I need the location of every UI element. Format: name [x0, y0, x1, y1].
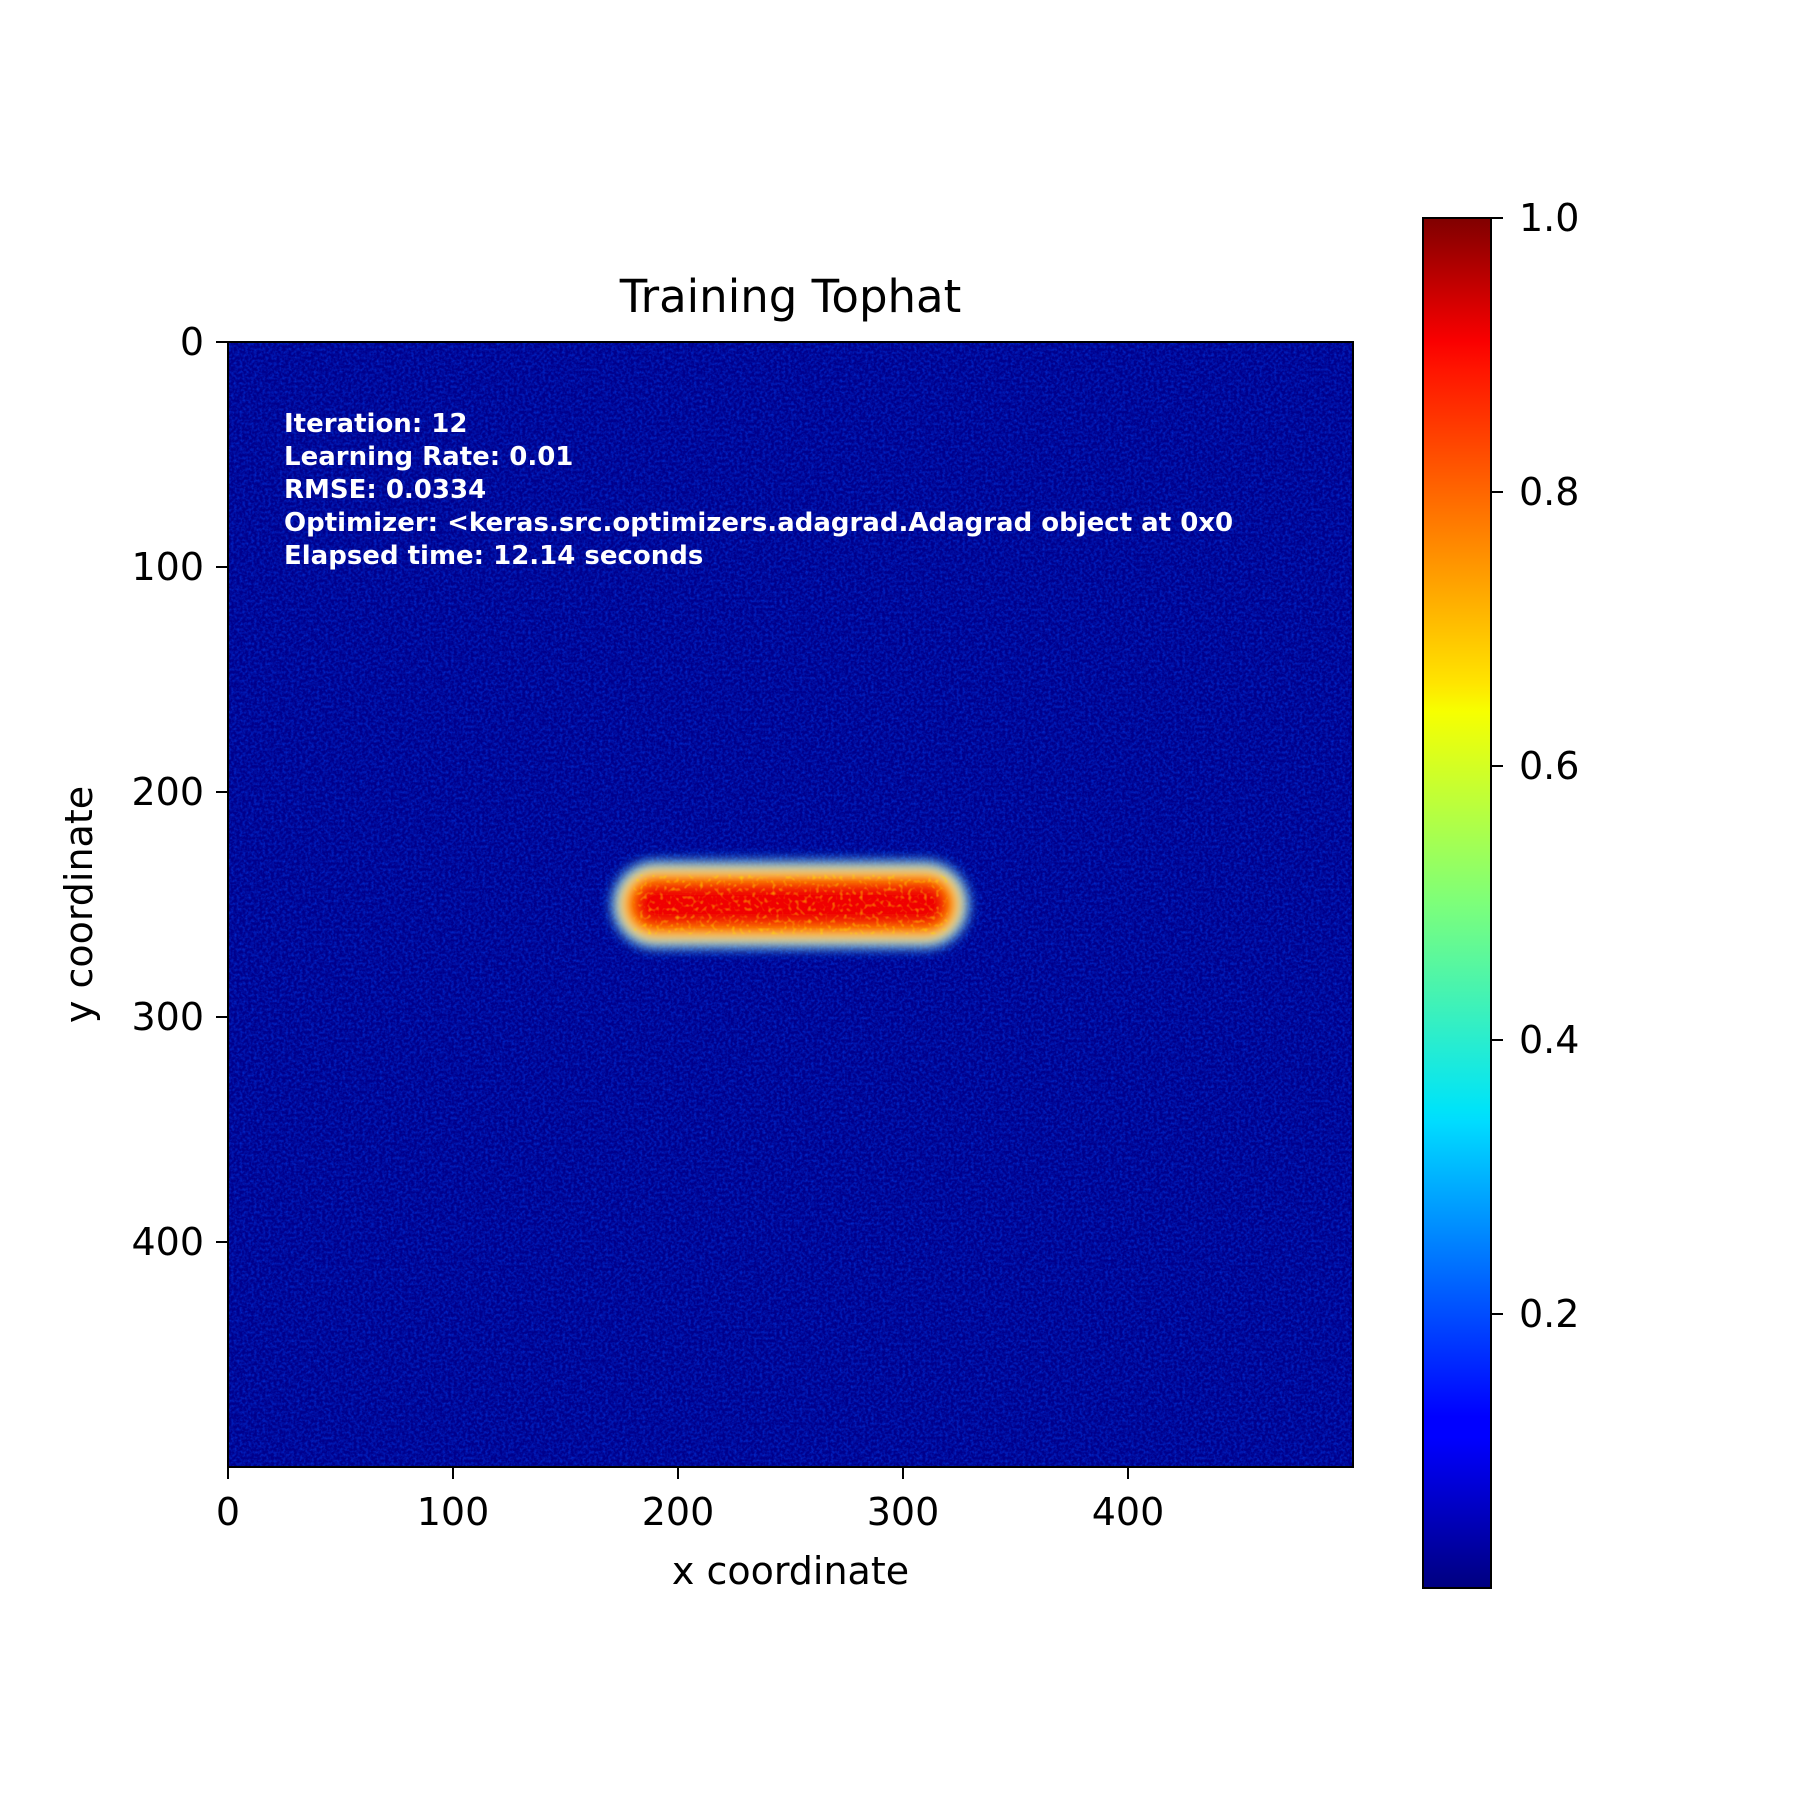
colorbar: 0.2 0.4 0.6 0.8 1.0 — [1422, 196, 1579, 1589]
y-tick-label: 200 — [131, 770, 204, 814]
x-tick-label: 200 — [642, 1490, 715, 1534]
colorbar-gradient — [1422, 217, 1492, 1589]
y-axis-label: y coordinate — [57, 786, 101, 1023]
y-tick-label: 300 — [131, 995, 204, 1039]
colorbar-tick-label: 0.4 — [1519, 1018, 1579, 1062]
x-axis: 0 100 200 300 400 — [216, 1467, 1164, 1534]
y-tick-label: 0 — [180, 320, 204, 364]
x-tick-label: 100 — [417, 1490, 490, 1534]
annotation-line: RMSE: 0.0334 — [284, 475, 486, 505]
colorbar-tick-label: 1.0 — [1519, 196, 1579, 240]
x-tick-label: 0 — [216, 1490, 240, 1534]
colorbar-ticks: 0.2 0.4 0.6 0.8 1.0 — [1491, 196, 1579, 1336]
annotation-line: Iteration: 12 — [284, 409, 467, 439]
x-tick-label: 400 — [1092, 1490, 1165, 1534]
y-tick-label: 100 — [131, 545, 204, 589]
chart-title: Training Tophat — [619, 270, 962, 323]
x-axis-label: x coordinate — [672, 1549, 909, 1593]
colorbar-tick-label: 0.8 — [1519, 470, 1579, 514]
colorbar-tick-label: 0.6 — [1519, 744, 1579, 788]
heatmap-plot — [227, 341, 1354, 1468]
tophat-speckle — [633, 874, 948, 935]
annotation-line: Elapsed time: 12.14 seconds — [284, 541, 703, 571]
annotation-line: Learning Rate: 0.01 — [284, 442, 573, 472]
y-axis: 0 100 200 300 400 — [131, 320, 228, 1264]
colorbar-tick-label: 0.2 — [1519, 1292, 1579, 1336]
annotation-line: Optimizer: <keras.src.optimizers.adagrad… — [284, 508, 1233, 538]
plot-frame — [227, 341, 1354, 1468]
y-tick-label: 400 — [131, 1220, 204, 1264]
x-tick-label: 300 — [867, 1490, 940, 1534]
